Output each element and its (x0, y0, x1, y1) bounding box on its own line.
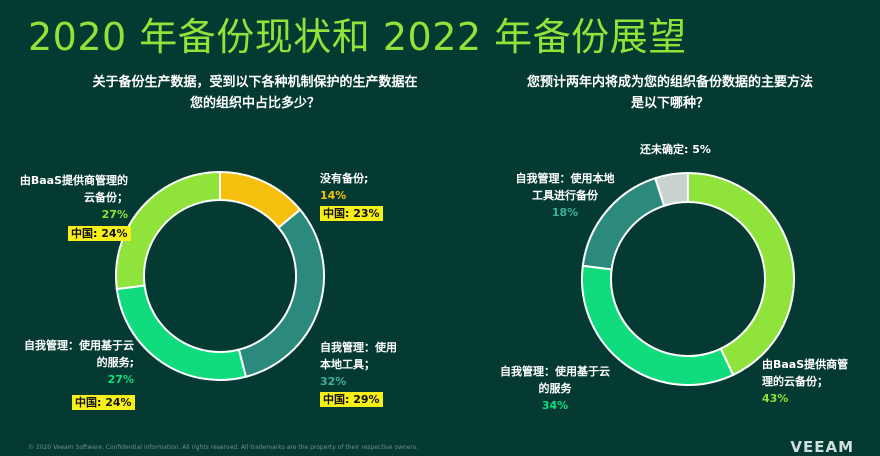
left-label-no-backup: 没有备份; 14% 中国: 23% (320, 170, 383, 222)
left-label-baas-china-wrap: 中国: 24% (68, 224, 131, 242)
right-question-line2: 是以下哪种？ (630, 96, 709, 111)
right-donut-slice-3 (653, 171, 689, 208)
right-label-local-tools: 自我管理：使用本地 工具进行备份 18% (490, 170, 640, 221)
right-donut-chart (581, 171, 795, 386)
veeam-logo: VEEAM (790, 438, 854, 456)
right-label-baas: 由BaaS提供商管 理的云备份； 43% (762, 356, 848, 407)
left-label-local-tools-pct: 32% (320, 375, 347, 388)
left-label-cloud-service-pct: 27% (107, 373, 134, 386)
left-label-no-backup-pct: 14% (320, 189, 347, 202)
left-label-local-tools: 自我管理：使用 本地工具； 32% 中国: 29% (320, 339, 397, 408)
right-label-local-tools-line1: 自我管理：使用本地 (515, 172, 615, 185)
left-label-local-tools-line1: 自我管理：使用 (320, 341, 397, 354)
left-label-baas-line1: 由BaaS提供商管理的 (19, 174, 128, 187)
right-question: 您预计两年内将成为您的组织备份数据的主要方法 是以下哪种？ (480, 72, 860, 114)
footer-legal: © 2020 Veeam Software. Confidential info… (28, 444, 418, 451)
left-donut-slice-3 (115, 170, 221, 291)
left-label-cloud-service-china: 中国: 24% (72, 395, 135, 410)
right-label-cloud-service-pct: 34% (541, 399, 569, 412)
right-label-undecided-pct: 5% (692, 143, 711, 156)
left-question-line2: 您的组织中占比多少？ (189, 96, 320, 111)
left-label-local-tools-line2: 本地工具； (320, 358, 375, 371)
left-label-baas-china: 中国: 24% (68, 226, 131, 241)
left-donut-slice-2 (115, 284, 248, 381)
left-label-cloud-service: 自我管理：使用基于云 的服务; 27% (18, 337, 134, 388)
right-label-cloud-service-line1: 自我管理：使用基于云 (500, 365, 610, 378)
right-donut-slice-0 (687, 171, 795, 377)
right-label-baas-line1: 由BaaS提供商管 (762, 358, 849, 371)
right-label-baas-line2: 理的云备份； (762, 375, 828, 388)
left-label-cloud-service-line2: 的服务; (96, 356, 134, 369)
left-label-local-tools-china: 中国: 29% (320, 392, 383, 407)
page-title: 2020 年备份现状和 2022 年备份展望 (28, 15, 687, 59)
left-label-no-backup-china: 中国: 23% (320, 206, 383, 221)
left-label-cloud-service-line1: 自我管理：使用基于云 (24, 339, 134, 352)
right-label-local-tools-line2: 工具进行备份 (532, 189, 598, 202)
left-question: 关于备份生产数据，受到以下各种机制保护的生产数据在 您的组织中占比多少？ (80, 72, 430, 114)
left-label-no-backup-text: 没有备份; (320, 172, 369, 185)
left-label-cloud-service-china-wrap: 中国: 24% (72, 393, 135, 411)
right-label-cloud-service: 自我管理：使用基于云 的服务 34% (490, 363, 620, 414)
left-label-baas-pct: 27% (101, 208, 128, 221)
right-label-undecided: 还未确定: 5% (640, 141, 711, 158)
left-label-baas: 由BaaS提供商管理的 云备份； 27% (18, 172, 128, 223)
right-label-baas-pct: 43% (762, 392, 789, 405)
left-donut-chart (115, 170, 325, 381)
left-donut-slice-1 (237, 208, 325, 378)
right-question-line1: 您预计两年内将成为您的组织备份数据的主要方法 (526, 75, 813, 90)
right-label-cloud-service-line2: 的服务 (538, 382, 572, 395)
right-label-undecided-text: 还未确定: (640, 143, 689, 156)
right-label-local-tools-pct: 18% (551, 206, 579, 219)
left-question-line1: 关于备份生产数据，受到以下各种机制保护的生产数据在 (92, 75, 418, 90)
left-label-baas-line2: 云备份； (84, 191, 128, 204)
